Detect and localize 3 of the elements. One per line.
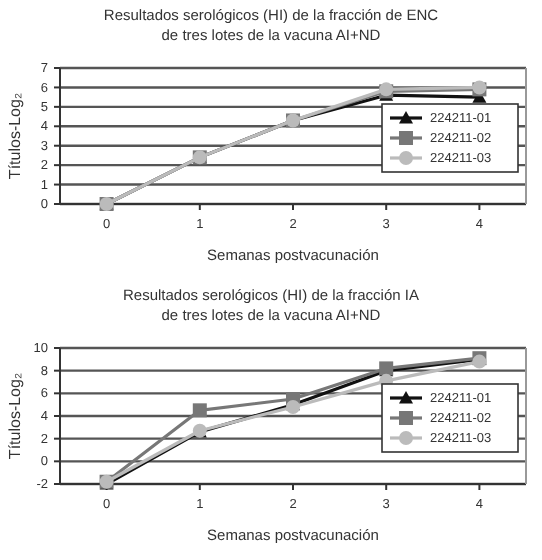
y-axis-title: Títulos-Log₂ — [6, 372, 24, 460]
point — [192, 403, 207, 418]
y-axis-title: Títulos-Log₂ — [6, 92, 24, 180]
